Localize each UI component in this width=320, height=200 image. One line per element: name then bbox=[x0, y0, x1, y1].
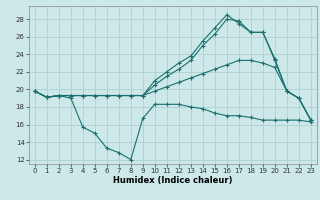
X-axis label: Humidex (Indice chaleur): Humidex (Indice chaleur) bbox=[113, 176, 233, 185]
